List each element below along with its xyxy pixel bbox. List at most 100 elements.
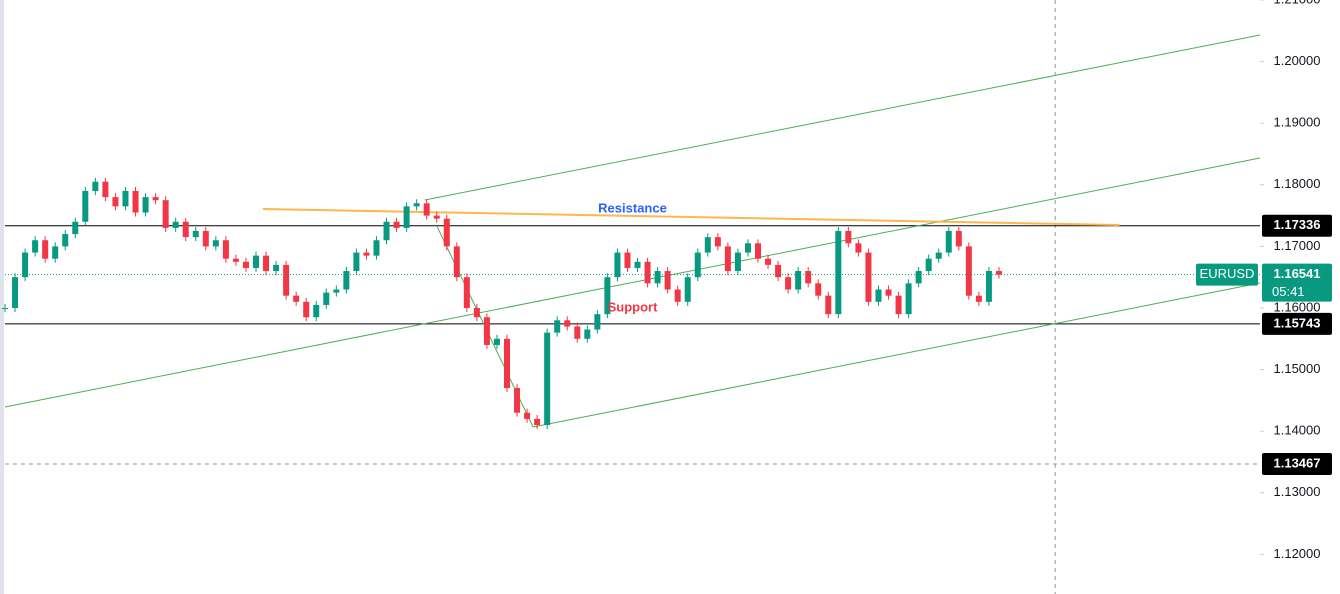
candle xyxy=(855,243,862,253)
candle xyxy=(835,230,842,315)
candle xyxy=(865,252,872,302)
candle xyxy=(82,190,89,222)
candle xyxy=(162,200,169,228)
y-tick-label: 1.13000 xyxy=(1274,484,1321,499)
candle xyxy=(644,261,651,284)
candle xyxy=(182,221,189,238)
level-label: 1.13467 xyxy=(1274,455,1321,470)
candle xyxy=(32,240,39,253)
candle xyxy=(574,326,581,339)
candle xyxy=(694,252,701,278)
annotation: Support xyxy=(608,299,658,314)
candle xyxy=(2,307,8,309)
candle xyxy=(915,271,922,284)
candle xyxy=(212,240,219,247)
candle xyxy=(403,206,410,228)
price-label: 1.16541 xyxy=(1274,266,1321,281)
candle xyxy=(493,338,500,345)
candle xyxy=(283,264,290,296)
candle xyxy=(172,221,179,228)
y-tick-label: 1.21000 xyxy=(1274,0,1321,6)
candle xyxy=(132,190,139,213)
level-label: 1.15743 xyxy=(1274,315,1321,330)
candle xyxy=(765,258,772,265)
candle xyxy=(12,277,19,308)
candle xyxy=(42,240,49,259)
candle xyxy=(202,230,209,247)
candle xyxy=(684,277,691,302)
candle xyxy=(845,230,852,244)
candle xyxy=(383,221,390,241)
candle xyxy=(714,237,721,247)
candle xyxy=(373,240,380,256)
candle xyxy=(995,271,1002,275)
candle xyxy=(875,289,882,302)
candle xyxy=(885,289,892,296)
symbol-box xyxy=(1196,263,1258,286)
candle xyxy=(504,338,510,389)
y-tick-label: 1.20000 xyxy=(1274,53,1321,68)
candle xyxy=(935,252,942,259)
candle xyxy=(624,252,631,268)
candle xyxy=(303,301,310,318)
candle xyxy=(674,289,681,302)
candle xyxy=(142,197,149,213)
candle xyxy=(62,234,69,247)
candle xyxy=(654,271,661,284)
price-box xyxy=(1262,263,1332,302)
candle xyxy=(423,203,430,216)
candle xyxy=(192,230,199,238)
level-box xyxy=(1262,214,1332,237)
candle xyxy=(433,215,440,219)
candle xyxy=(815,283,822,296)
trend-line xyxy=(4,157,1261,408)
trend-line xyxy=(424,34,1261,201)
candle xyxy=(92,181,99,191)
candle xyxy=(704,237,711,253)
candle xyxy=(975,295,982,302)
candle xyxy=(483,317,490,345)
candle xyxy=(413,203,420,207)
candle xyxy=(805,271,812,284)
candle xyxy=(453,246,460,278)
candle xyxy=(724,246,731,272)
candle xyxy=(263,255,270,272)
y-tick-label: 1.16000 xyxy=(1274,299,1321,314)
candle xyxy=(775,264,782,278)
candle xyxy=(664,271,671,290)
candle xyxy=(905,283,912,315)
symbol-label: EURUSD xyxy=(1200,266,1255,281)
y-tick-label: 1.17000 xyxy=(1274,238,1321,253)
candle xyxy=(785,277,792,290)
candle xyxy=(293,295,300,302)
candle xyxy=(22,252,29,278)
candle xyxy=(122,190,129,207)
candle xyxy=(333,289,340,293)
candle xyxy=(514,388,521,413)
level-label: 1.17336 xyxy=(1274,217,1321,232)
candle xyxy=(313,304,320,318)
annotation: Resistance xyxy=(598,200,667,215)
left-border xyxy=(0,0,4,594)
candle xyxy=(945,230,952,253)
candle xyxy=(744,243,751,253)
candle xyxy=(955,230,962,247)
candle xyxy=(594,314,601,330)
level-box xyxy=(1262,453,1332,476)
candle xyxy=(72,221,79,235)
candle xyxy=(895,295,902,315)
trend-line xyxy=(533,282,1261,428)
candle xyxy=(222,240,229,259)
y-tick-label: 1.14000 xyxy=(1274,423,1321,438)
level-box xyxy=(1262,312,1332,335)
candle xyxy=(554,320,561,333)
candle xyxy=(443,218,450,247)
y-tick-label: 1.19000 xyxy=(1274,115,1321,130)
candle xyxy=(524,412,531,419)
candle xyxy=(734,252,741,272)
candle xyxy=(393,221,400,228)
countdown: 05:41 xyxy=(1272,284,1305,299)
candle xyxy=(273,264,280,272)
